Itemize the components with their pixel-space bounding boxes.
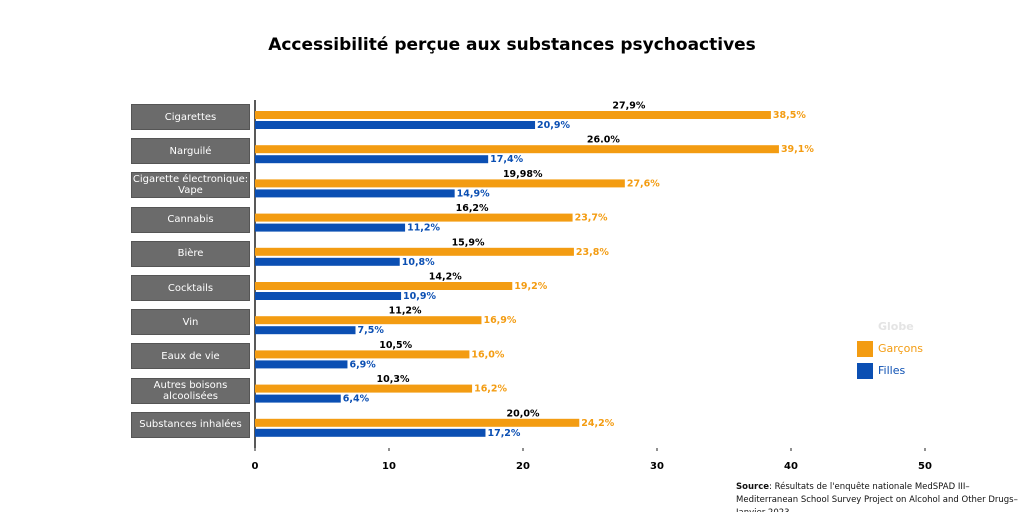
bar (255, 394, 341, 403)
bar (255, 155, 489, 164)
value-label: 10,9% (403, 291, 436, 302)
category-label: Substances inhalées (131, 411, 250, 438)
value-label: 10,8% (402, 257, 435, 268)
total-label: 16,2% (456, 203, 489, 214)
x-tick-label: 50 (918, 461, 932, 472)
legend-label: Filles (878, 364, 905, 377)
chart-title: Accessibilité perçue aux substances psyc… (268, 35, 756, 55)
value-label: 17,2% (487, 428, 520, 439)
total-label: 15,9% (452, 237, 485, 248)
bar (255, 418, 580, 427)
value-label: 20,9% (537, 120, 570, 131)
bar (255, 111, 771, 119)
legend-swatch (857, 341, 873, 357)
total-label: 26.0% (587, 135, 620, 146)
value-label: 7,5% (358, 325, 385, 336)
category-label: Cigarette électronique: Vape (131, 172, 250, 199)
total-label: 14,2% (429, 272, 462, 283)
bar (255, 282, 513, 290)
value-label: 17,4% (490, 154, 523, 165)
value-label: 6,9% (349, 359, 376, 370)
value-label: 24,2% (581, 418, 614, 429)
x-tick-label: 0 (252, 461, 259, 472)
total-label: 27,9% (612, 101, 645, 112)
legend-label: Garçons (878, 342, 923, 355)
bar (255, 223, 406, 232)
value-label: 23,8% (576, 247, 609, 258)
bar (255, 326, 356, 335)
category-label: Vin (131, 309, 250, 336)
legend-label: Globe (878, 320, 914, 333)
value-label: 14,9% (457, 188, 490, 199)
x-tick-label: 30 (650, 461, 664, 472)
bar (255, 292, 402, 300)
source-label: Source (736, 482, 770, 492)
x-tick-label: 10 (382, 461, 396, 472)
x-tick-label: 40 (784, 461, 798, 472)
category-label: Bière (131, 240, 250, 267)
total-label: 11,2% (389, 306, 422, 317)
bar (255, 316, 482, 325)
bar (255, 179, 625, 188)
category-label: Cigarettes (131, 104, 250, 130)
source-note: Source: Résultats de l'enquête nationale… (736, 481, 1024, 512)
value-label: 16,2% (474, 384, 507, 395)
value-label: 19,2% (514, 281, 547, 292)
category-label: Autres boisons alcoolisées (131, 377, 250, 404)
total-label: 19,98% (503, 169, 543, 180)
bar (255, 145, 779, 154)
category-label: Narguilé (131, 138, 250, 165)
category-label: Eaux de vie (131, 343, 250, 370)
bar (255, 360, 348, 369)
legend-swatch (857, 363, 873, 379)
value-label: 11,2% (407, 223, 440, 234)
value-label: 6,4% (343, 394, 370, 405)
category-label: Cocktails (131, 275, 250, 301)
category-label: Cannabis (131, 206, 250, 233)
bar (255, 189, 455, 198)
total-label: 20,0% (507, 408, 540, 419)
total-label: 10,3% (377, 374, 410, 385)
value-label: 39,1% (781, 144, 814, 155)
bar (255, 247, 574, 256)
bar (255, 121, 536, 129)
source-text: : Résultats de l'enquête nationale MedSP… (736, 482, 1018, 512)
value-label: 23,7% (575, 213, 608, 224)
value-label: 16,0% (471, 349, 504, 360)
value-label: 16,9% (483, 315, 516, 326)
value-label: 27,6% (627, 178, 660, 189)
bar (255, 384, 473, 393)
bar (255, 428, 486, 437)
bar (255, 350, 470, 359)
x-tick-label: 20 (516, 461, 530, 472)
total-label: 10,5% (379, 340, 412, 351)
bar (255, 213, 573, 222)
bar (255, 257, 400, 266)
value-label: 38,5% (773, 110, 806, 121)
